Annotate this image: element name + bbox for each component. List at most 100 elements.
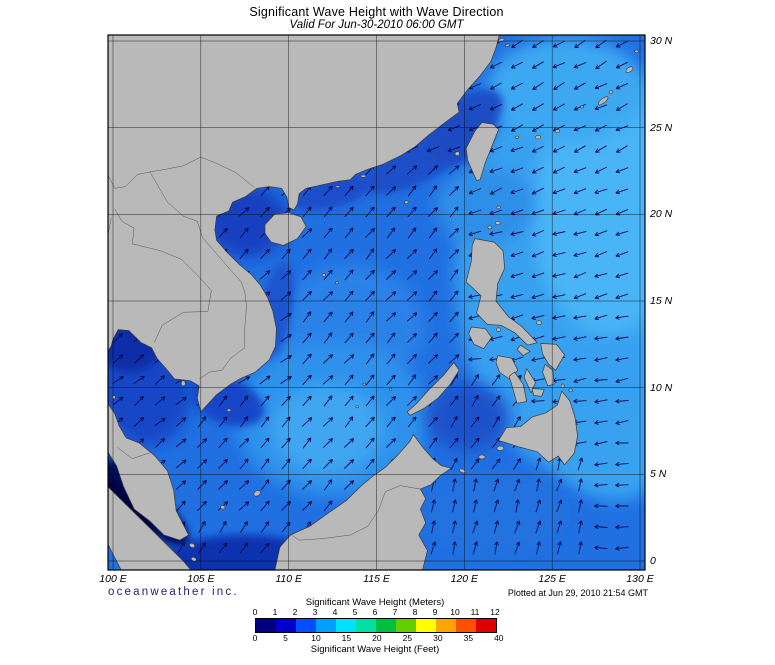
wave-region-guangdong-coast (289, 172, 376, 211)
meters-tick-2: 2 (292, 607, 298, 617)
island-pratas (404, 200, 409, 205)
legend-colorbar (255, 618, 497, 633)
lat-tick-label-10: 10 N (650, 381, 673, 394)
feet-tick-5: 5 (283, 633, 288, 643)
island-penghu (454, 151, 460, 156)
feet-tick-0: 0 (252, 633, 258, 643)
land-cebu (523, 368, 536, 394)
lat-tick-label-20: 20 N (650, 208, 673, 221)
colorbar-segment-1 (276, 619, 296, 632)
meters-tick-0: 0 (252, 607, 258, 617)
lon-tick-label-110: 110 E (275, 573, 302, 585)
island-basilan (496, 445, 505, 451)
island-spratly-2 (388, 388, 393, 391)
island-ishigaki (535, 135, 542, 140)
chart-title: Significant Wave Height with Wave Direct… (249, 5, 504, 19)
island-miyako (554, 129, 560, 134)
island-natuna (253, 490, 261, 497)
land-malay-peninsula (108, 403, 189, 541)
land-samar (540, 343, 565, 371)
wave-region-sulu-sea (425, 382, 511, 452)
chart-subtitle: Valid For Jun-30-2010 06:00 GMT (289, 19, 464, 31)
border-malaysia-indonesia-borneo (282, 485, 421, 541)
feet-tick-20: 20 (372, 633, 382, 643)
wave-region-mindanao-east (559, 403, 645, 501)
land-hainan (264, 212, 307, 246)
land-borneo (274, 434, 452, 570)
meters-tick-3: 3 (312, 607, 318, 617)
lat-tick-label-30: 30 N (650, 35, 673, 47)
island-kerama (580, 105, 584, 109)
feet-tick-15: 15 (341, 633, 352, 643)
colorbar-segment-2 (296, 619, 316, 632)
meters-tick-10: 10 (450, 607, 460, 617)
island-okinawa (597, 96, 609, 106)
land-leyte (542, 363, 555, 387)
lon-tick-label-120: 120 E (450, 573, 479, 585)
colorbar-segment-6 (376, 619, 396, 632)
land-layer (108, 35, 639, 570)
land-bohol (531, 388, 545, 397)
island-anambas (220, 505, 226, 510)
legend-meters-ticks: 0 1 2 3 4 5 6 7 8 9 10 11 12 (252, 607, 500, 617)
island-zhoushan-2 (505, 43, 510, 47)
island-paracel-1 (321, 273, 326, 277)
meters-tick-7: 7 (392, 607, 398, 617)
lat-tick-label-5: 5 N (650, 468, 667, 481)
island-amami-small (608, 90, 614, 95)
meters-tick-5: 5 (352, 607, 358, 617)
meters-tick-6: 6 (372, 607, 378, 617)
meters-tick-12: 12 (490, 607, 500, 617)
land-mindanao (498, 390, 578, 466)
wave-region-celebes-sea (429, 470, 563, 555)
wave-region-luzon-strait (436, 167, 535, 244)
plot-timestamp: Plotted at Jun 29, 2010 21:54 GMT (507, 588, 648, 598)
colorbar-segment-3 (316, 619, 336, 632)
land-masbate (516, 344, 531, 356)
island-marinduque (496, 327, 502, 332)
land-palawan (406, 362, 460, 416)
feet-tick-25: 25 (402, 633, 413, 643)
land-luzon (465, 238, 538, 346)
border-malaysia-thailand (117, 447, 150, 459)
legend-title-feet: Significant Wave Height (Feet) (310, 644, 440, 655)
island-shangchuan (335, 185, 341, 188)
colorbar-segment-4 (336, 619, 356, 632)
border-china-laos-myanmar (108, 171, 150, 189)
wave-region-scs-south-core (271, 384, 384, 475)
lon-tick-label-115: 115 E (363, 573, 390, 585)
island-tokara (634, 49, 639, 54)
island-babuyan (494, 220, 501, 226)
lat-tick-label-0: 0 (650, 555, 656, 567)
colorbar-segment-10 (456, 619, 476, 632)
wave-region-kuroshio-ne-taiwan (487, 37, 645, 142)
feet-tick-30: 30 (433, 633, 443, 643)
colorbar-segment-8 (416, 619, 436, 632)
island-yonaguni (515, 135, 519, 139)
lon-tick-label-105: 105 E (187, 573, 215, 585)
island-phu-quoc (180, 380, 186, 387)
lon-tick-label-130: 130 E (626, 573, 654, 585)
island-hongkong (360, 174, 367, 178)
land-mindoro (468, 326, 492, 350)
land-panay (495, 355, 519, 380)
colorbar-segment-9 (436, 619, 456, 632)
meters-tick-4: 4 (332, 607, 338, 617)
island-batan (496, 205, 501, 210)
meters-tick-1: 1 (272, 607, 278, 617)
map-frame (107, 34, 646, 571)
island-riau (189, 542, 196, 548)
island-amami (625, 66, 634, 73)
lon-tick-label-100: 100 E (99, 573, 127, 585)
border-vietnam-laos-cambodia (149, 171, 247, 380)
meters-tick-9: 9 (432, 607, 438, 617)
colorbar-segment-0 (256, 619, 276, 632)
land-mainland-asia (108, 35, 500, 413)
island-dinagat (560, 383, 565, 389)
island-calayan (487, 225, 493, 230)
lon-tick-label-125: 125 E (538, 573, 566, 585)
oceanweather-branding: oceanweather inc. (108, 586, 239, 598)
